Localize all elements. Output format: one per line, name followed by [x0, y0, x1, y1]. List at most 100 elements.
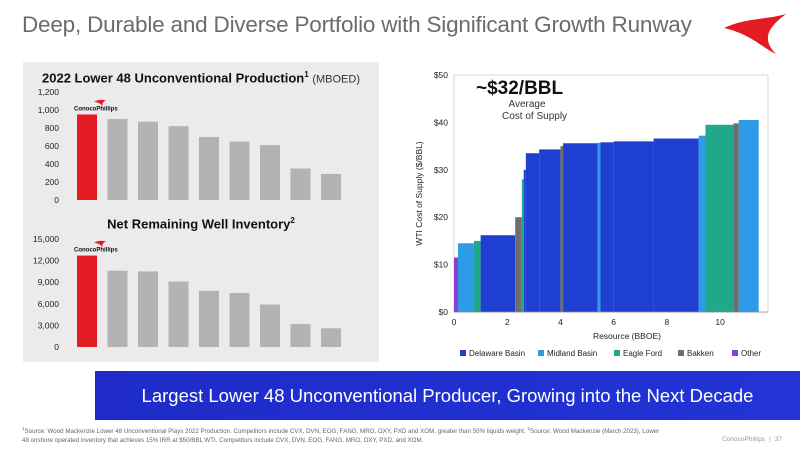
- cost-segment-eagle-ford: [705, 124, 734, 312]
- cost-xtick-label: 8: [665, 317, 670, 327]
- inventory-title-marker: 2: [290, 216, 295, 225]
- inventory-chart-title: Net Remaining Well Inventory2: [23, 216, 379, 231]
- left-chart-panel: 0 200 400 600 800 1,000 1,200 ConocoPhillips 0 3,…: [23, 62, 379, 362]
- production-ytick-label: 800: [45, 123, 59, 133]
- legend-label: Eagle Ford: [623, 349, 662, 358]
- production-unit: (MBOED): [312, 73, 360, 86]
- cost-segment-delaware-basin: [480, 235, 516, 312]
- inventory-bar: [260, 304, 280, 347]
- inventory-ytick-label: 0: [54, 342, 59, 352]
- legend-label: Delaware Basin: [469, 349, 525, 358]
- inventory-bar: [77, 255, 97, 347]
- average-cost-caption: Average Cost of Supply: [502, 99, 568, 123]
- production-ytick-label: 200: [45, 177, 59, 187]
- production-bar: [260, 145, 280, 200]
- production-highlight-logo-icon: [94, 99, 106, 107]
- legend-swatch: [678, 350, 684, 356]
- inventory-bar: [199, 290, 219, 347]
- cost-segment-midland-basin: [457, 243, 474, 312]
- cost-segment-eagle-ford: [521, 179, 524, 312]
- cost-segment-delaware-basin: [539, 149, 561, 312]
- inventory-highlight-logo-icon: [94, 240, 106, 248]
- callout-caption-line-2: Cost of Supply: [502, 111, 568, 122]
- cost-segment-midland-basin: [698, 135, 706, 312]
- page-title: Deep, Durable and Diverse Portfolio with…: [22, 12, 692, 37]
- cost-xtick-label: 0: [452, 317, 457, 327]
- inventory-bar: [321, 328, 341, 347]
- cost-segment-delaware-basin: [525, 153, 540, 312]
- production-and-inventory-charts: 0 200 400 600 800 1,000 1,200 ConocoPhillips 0 3,…: [33, 87, 341, 352]
- cost-segment-bakken: [560, 146, 564, 312]
- inventory-bar: [168, 281, 189, 347]
- production-ytick-label: 1,200: [38, 87, 60, 97]
- production-bar: [290, 168, 311, 200]
- cost-ytick-label: $10: [434, 260, 448, 270]
- production-ytick-label: 0: [54, 195, 59, 205]
- footnote-2: Source: Wood Mackenzie (March 2023), Low…: [22, 428, 660, 444]
- inventory-ytick-label: 15,000: [33, 234, 59, 244]
- cost-ytick-label: $0: [439, 307, 449, 317]
- cost-segment-eagle-ford: [473, 240, 481, 312]
- cost-segment-delaware-basin: [600, 142, 614, 312]
- inventory-ytick-label: 9,000: [38, 277, 60, 287]
- cost-ytick-label: $30: [434, 165, 448, 175]
- page-number: 37: [774, 436, 782, 443]
- inventory-bar: [229, 293, 250, 347]
- production-bar: [77, 114, 97, 200]
- cost-segment-bakken: [515, 217, 522, 312]
- production-bar: [168, 126, 189, 200]
- headline-banner: Largest Lower 48 Unconventional Producer…: [95, 371, 800, 420]
- cost-xtick-label: 2: [505, 317, 510, 327]
- inventory-highlight-label: ConocoPhillips: [74, 248, 118, 254]
- cost-xtick-label: 6: [611, 317, 616, 327]
- inventory-title-text: Net Remaining Well Inventory: [107, 216, 291, 232]
- cost-ytick-label: $20: [434, 212, 448, 222]
- legend-label: Other: [741, 349, 761, 358]
- inventory-ytick-label: 12,000: [33, 256, 59, 266]
- footnote-1: Source: Wood Mackenzie Lower 48 Unconven…: [24, 428, 526, 436]
- production-bar: [107, 119, 128, 200]
- page-footer: ConocoPhillips | 37: [722, 436, 782, 443]
- cost-segment-delaware-basin: [613, 141, 654, 312]
- cost-segment-delaware-basin: [563, 143, 598, 312]
- cost-segment-midland-basin: [597, 142, 601, 312]
- average-cost-callout: ~$32/BBL: [476, 78, 564, 99]
- cost-of-supply-chart: $0 $10 $20 $30 $40 $50 0 2 4 6 8 10 Resource (BBOE) W…: [410, 64, 784, 366]
- footnote-2-marker: 2: [527, 426, 530, 431]
- footnotes: 1Source: Wood Mackenzie Lower 48 Unconve…: [22, 425, 662, 445]
- cost-xtick-label: 10: [715, 317, 725, 327]
- cost-x-axis-label: Resource (BBOE): [593, 331, 661, 341]
- production-title-marker: 1: [304, 70, 309, 79]
- production-ytick-label: 1,000: [38, 105, 60, 115]
- inventory-bar: [138, 271, 158, 347]
- legend-swatch: [460, 350, 466, 356]
- production-title-text: 2022 Lower 48 Unconventional Production: [42, 70, 305, 86]
- footnote-1-marker: 1: [22, 426, 25, 431]
- legend-label: Bakken: [687, 349, 714, 358]
- production-highlight-label: ConocoPhillips: [74, 107, 118, 113]
- cost-ytick-label: $40: [434, 117, 448, 127]
- production-bar: [321, 173, 341, 200]
- production-ytick-label: 400: [45, 159, 59, 169]
- cost-y-axis-label: WTI Cost of Supply ($/BBL): [414, 141, 424, 246]
- inventory-ytick-label: 6,000: [38, 299, 60, 309]
- cost-segment-bakken: [733, 123, 739, 313]
- cost-of-supply-svg: $0 $10 $20 $30 $40 $50 0 2 4 6 8 10 Resource (BBOE) W…: [414, 70, 769, 358]
- cost-ytick-label: $50: [434, 70, 448, 80]
- production-bar: [229, 141, 250, 200]
- inventory-bar: [290, 323, 311, 347]
- production-bar: [199, 137, 219, 200]
- inventory-bar: [107, 270, 128, 347]
- cost-segment-midland-basin: [738, 120, 759, 312]
- legend-label: Midland Basin: [547, 349, 597, 358]
- cost-segment-other: [454, 257, 458, 312]
- inventory-ytick-label: 3,000: [38, 320, 60, 330]
- footer-brand: ConocoPhillips: [722, 436, 766, 443]
- legend-swatch: [538, 350, 544, 356]
- production-ytick-label: 600: [45, 141, 59, 151]
- legend-swatch: [614, 350, 620, 356]
- cost-segment-delaware-basin: [523, 169, 526, 312]
- cost-xtick-label: 4: [558, 317, 563, 327]
- conocophillips-logo-icon: [724, 14, 786, 54]
- cost-segment-delaware-basin: [653, 138, 699, 312]
